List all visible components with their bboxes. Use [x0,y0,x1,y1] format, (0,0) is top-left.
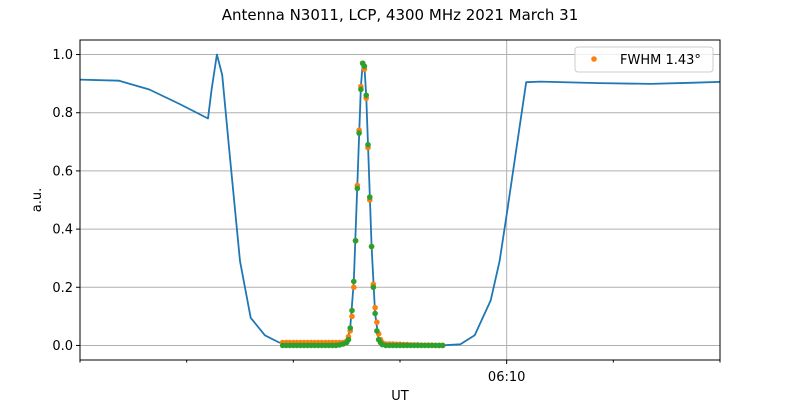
x-axis: 06:10 [79,360,721,385]
series-2-point [354,185,361,192]
series-1-point [374,319,380,325]
series-1-point [349,313,355,320]
y-tick-label: 0.8 [52,106,73,121]
axes-frame [79,39,721,361]
legend: FWHM 1.43° [574,46,714,73]
series-1-point [372,304,378,311]
chart-title: Antenna N3011, LCP, 4300 MHz 2021 March … [222,6,579,24]
y-tick-label: 0.6 [52,164,73,179]
series-2-point [368,243,375,250]
series-2-point [356,130,362,136]
series-2-point [347,325,354,331]
plot-area [79,53,721,349]
y-tick-label: 0.2 [52,281,73,296]
series-2-point [366,194,373,200]
series-2-point [361,63,368,69]
series-2-point [350,278,357,285]
grid [80,40,720,360]
y-axis: 0.0 0.2 0.4 0.6 0.8 1.0 [52,48,80,354]
series-2-point [372,310,378,317]
series-2-point [345,336,352,343]
y-axis-label: a.u. [30,188,45,212]
y-tick-label: 1.0 [52,48,73,63]
series-2-point [352,237,359,244]
x-tick-label: 06:10 [488,370,525,385]
x-axis-label: UT [391,389,409,400]
series-2-point [370,284,377,291]
series-2-point [374,328,380,334]
series-1-point [350,284,357,291]
series-2-point [363,92,370,99]
legend-marker-fwhm [591,56,597,62]
series-2-point [365,141,371,148]
series-2-point [358,86,364,93]
legend-box [574,46,714,73]
series-2-point [349,307,355,314]
legend-label-fwhm: FWHM 1.43° [620,53,701,68]
y-tick-label: 0.0 [52,339,73,354]
y-tick-label: 0.4 [52,223,73,238]
series-line-0 [79,53,721,347]
series-2-point [439,342,446,349]
